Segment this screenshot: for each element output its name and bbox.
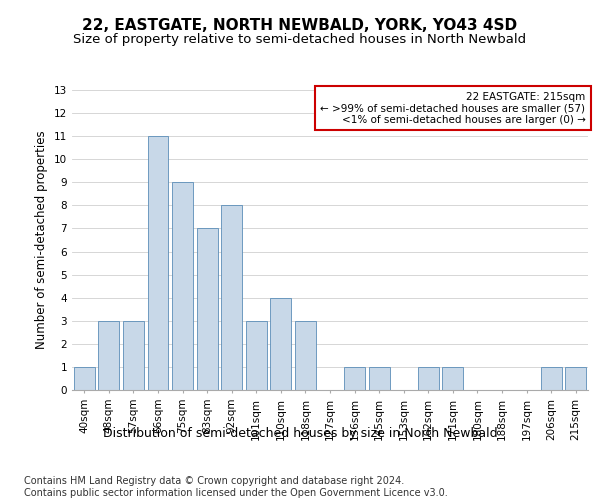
Bar [271, 298, 292, 390]
Bar [344, 367, 365, 390]
Bar [123, 321, 144, 390]
Text: 22, EASTGATE, NORTH NEWBALD, YORK, YO43 4SD: 22, EASTGATE, NORTH NEWBALD, YORK, YO43 … [82, 18, 518, 32]
Text: Distribution of semi-detached houses by size in North Newbald: Distribution of semi-detached houses by … [103, 428, 497, 440]
Bar [565, 367, 586, 390]
Bar [172, 182, 193, 390]
Bar [368, 367, 389, 390]
Bar [418, 367, 439, 390]
Bar [148, 136, 169, 390]
Bar [98, 321, 119, 390]
Bar [221, 206, 242, 390]
Bar [74, 367, 95, 390]
Bar [246, 321, 267, 390]
Text: Contains HM Land Registry data © Crown copyright and database right 2024.
Contai: Contains HM Land Registry data © Crown c… [24, 476, 448, 498]
Bar [197, 228, 218, 390]
Bar [295, 321, 316, 390]
Bar [541, 367, 562, 390]
Y-axis label: Number of semi-detached properties: Number of semi-detached properties [35, 130, 49, 350]
Bar [442, 367, 463, 390]
Text: 22 EASTGATE: 215sqm
← >99% of semi-detached houses are smaller (57)
<1% of semi-: 22 EASTGATE: 215sqm ← >99% of semi-detac… [320, 92, 586, 124]
Text: Size of property relative to semi-detached houses in North Newbald: Size of property relative to semi-detach… [73, 32, 527, 46]
